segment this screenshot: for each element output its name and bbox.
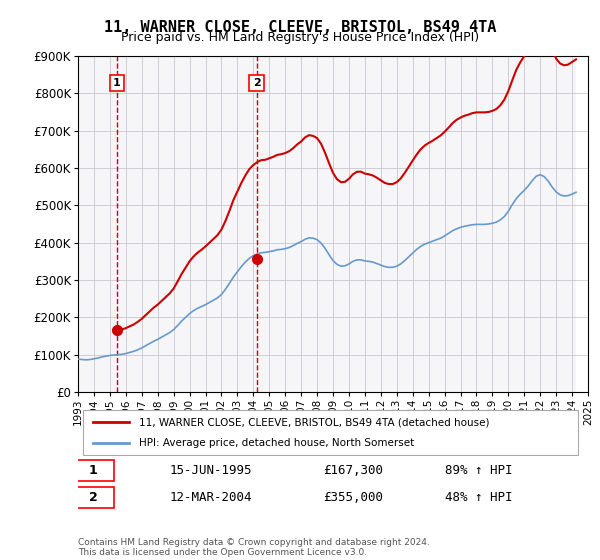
Text: 2: 2: [253, 78, 260, 88]
Text: HPI: Average price, detached house, North Somerset: HPI: Average price, detached house, Nort…: [139, 438, 415, 448]
Text: £355,000: £355,000: [323, 491, 383, 504]
Text: 1: 1: [89, 464, 98, 477]
FancyBboxPatch shape: [73, 487, 114, 508]
Text: 89% ↑ HPI: 89% ↑ HPI: [445, 464, 513, 477]
Text: Price paid vs. HM Land Registry's House Price Index (HPI): Price paid vs. HM Land Registry's House …: [121, 31, 479, 44]
Text: 48% ↑ HPI: 48% ↑ HPI: [445, 491, 513, 504]
Text: 11, WARNER CLOSE, CLEEVE, BRISTOL, BS49 4TA: 11, WARNER CLOSE, CLEEVE, BRISTOL, BS49 …: [104, 20, 496, 35]
FancyBboxPatch shape: [83, 410, 578, 455]
Text: 2: 2: [89, 491, 98, 504]
FancyBboxPatch shape: [73, 460, 114, 481]
Text: 12-MAR-2004: 12-MAR-2004: [170, 491, 253, 504]
Text: 15-JUN-1995: 15-JUN-1995: [170, 464, 253, 477]
Text: 1: 1: [113, 78, 121, 88]
Text: 11, WARNER CLOSE, CLEEVE, BRISTOL, BS49 4TA (detached house): 11, WARNER CLOSE, CLEEVE, BRISTOL, BS49 …: [139, 417, 490, 427]
Text: Contains HM Land Registry data © Crown copyright and database right 2024.
This d: Contains HM Land Registry data © Crown c…: [78, 538, 430, 557]
Text: £167,300: £167,300: [323, 464, 383, 477]
